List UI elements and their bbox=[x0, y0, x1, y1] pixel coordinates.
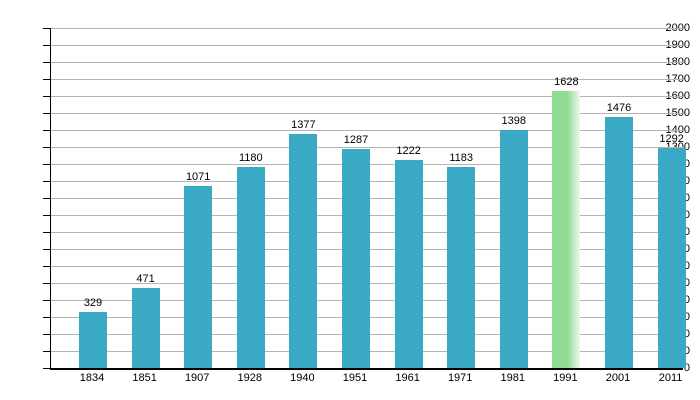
bar bbox=[499, 130, 528, 368]
bar bbox=[79, 312, 107, 368]
gridline bbox=[51, 95, 683, 97]
bar-value-label: 1222 bbox=[396, 145, 421, 158]
y-axis-tick bbox=[43, 27, 50, 29]
bar-value-label: 1292 bbox=[659, 133, 684, 146]
y-tick-label: 0 bbox=[683, 361, 690, 374]
bar-highlighted bbox=[552, 91, 581, 368]
bar bbox=[447, 166, 476, 368]
gridline bbox=[51, 129, 683, 131]
bar-value-label: 1398 bbox=[501, 115, 527, 128]
x-tick-label: 1961 bbox=[395, 372, 420, 384]
x-tick-label: 1991 bbox=[553, 372, 578, 384]
bar bbox=[236, 167, 265, 368]
y-axis-tick bbox=[43, 61, 50, 63]
y-axis-tick bbox=[43, 367, 50, 369]
x-tick-label: 2001 bbox=[605, 372, 631, 384]
y-axis-tick bbox=[43, 112, 50, 114]
bar-value-label: 1628 bbox=[554, 76, 579, 89]
y-axis-tick bbox=[43, 214, 50, 216]
gridline bbox=[51, 44, 683, 46]
y-axis-tick bbox=[43, 163, 50, 165]
gridline bbox=[51, 61, 683, 63]
y-axis-tick bbox=[43, 197, 50, 199]
y-axis-tick bbox=[43, 231, 50, 233]
x-tick-label: 1907 bbox=[184, 372, 210, 384]
y-axis-tick bbox=[43, 282, 50, 284]
x-tick-label: 2011 bbox=[658, 372, 683, 384]
plot-area: 329 471 1071 1180 1377 1287 1222 1183 1398 1628 14… bbox=[43, 27, 686, 370]
y-axis-tick bbox=[43, 44, 50, 46]
bar-value-label: 329 bbox=[83, 297, 103, 310]
y-axis-tick bbox=[43, 265, 50, 267]
x-tick-label: 1940 bbox=[290, 372, 315, 384]
x-tick-label: 1971 bbox=[447, 372, 473, 384]
bar-value-label: 1287 bbox=[343, 134, 369, 147]
x-tick-label: 1951 bbox=[342, 372, 368, 384]
bar-value-label: 1071 bbox=[185, 170, 211, 183]
y-axis-tick bbox=[43, 78, 50, 80]
bar-value-label: 1377 bbox=[291, 118, 316, 131]
y-axis-tick bbox=[43, 129, 50, 131]
bar-value-label: 471 bbox=[136, 272, 155, 285]
y-axis-tick bbox=[43, 333, 50, 335]
gridline bbox=[51, 112, 683, 114]
y-axis-tick bbox=[43, 95, 50, 97]
x-tick-label: 1928 bbox=[237, 372, 263, 384]
x-tick-label: 1834 bbox=[79, 372, 105, 384]
bar bbox=[289, 133, 318, 368]
bar bbox=[184, 185, 213, 368]
gridline bbox=[51, 146, 683, 148]
bar bbox=[131, 287, 160, 368]
bar bbox=[394, 160, 423, 368]
gridline bbox=[51, 78, 683, 80]
y-axis-tick bbox=[43, 299, 50, 301]
y-axis-tick bbox=[43, 180, 50, 182]
bar bbox=[605, 117, 633, 368]
gridline bbox=[51, 27, 683, 29]
y-axis-tick bbox=[43, 350, 50, 352]
bar bbox=[657, 148, 686, 368]
y-axis-tick bbox=[43, 248, 50, 250]
x-tick-label: 1981 bbox=[500, 372, 526, 384]
bar bbox=[342, 149, 370, 368]
y-axis-tick bbox=[43, 316, 50, 318]
bar-value-label: 1183 bbox=[449, 151, 474, 164]
bar-value-label: 1476 bbox=[606, 102, 632, 115]
y-axis-tick bbox=[43, 146, 50, 148]
x-tick-label: 1851 bbox=[132, 372, 157, 384]
bar-value-label: 1180 bbox=[238, 152, 263, 165]
